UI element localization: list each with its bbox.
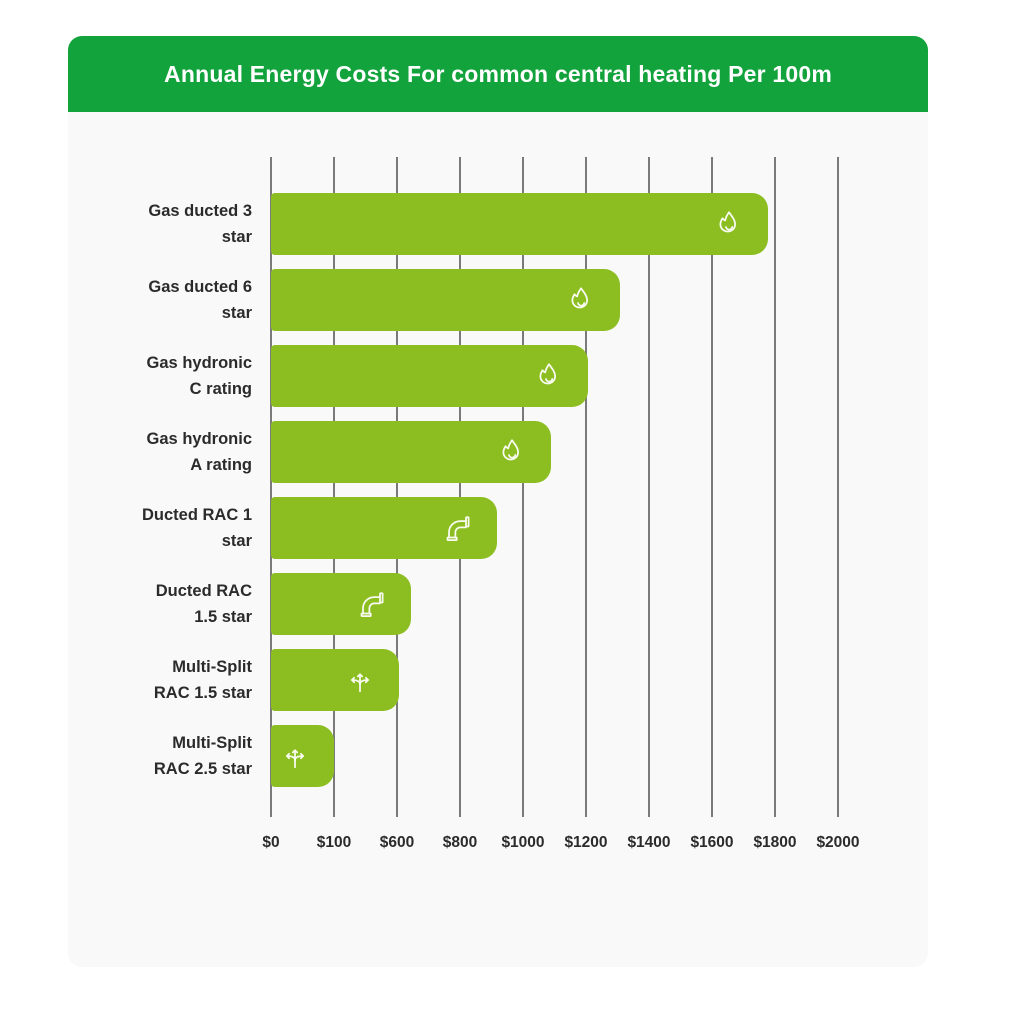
flame-icon (566, 285, 596, 315)
x-axis-tick-label: $1800 (753, 834, 797, 851)
chart-title: Annual Energy Costs For common central h… (164, 60, 832, 87)
bar (271, 269, 620, 331)
category-label: Multi-Split RAC 2.5 star (153, 734, 252, 778)
gridline (270, 157, 272, 817)
x-axis-tick-label: $0 (262, 834, 280, 851)
x-axis-tick-label: $100 (316, 834, 352, 851)
gridline (711, 157, 713, 817)
gridline (585, 157, 587, 817)
category-label: Gas ducted 3 star (148, 202, 252, 246)
bar (271, 193, 768, 255)
x-axis-tick-label: $1600 (690, 834, 734, 851)
pipe-elbow-icon (443, 513, 473, 543)
bar (271, 649, 399, 711)
gridline (396, 157, 398, 817)
category-label: Ducted RAC 1.5 star (155, 582, 252, 626)
bar (271, 725, 334, 787)
bar-chart: $0 $100 $600 $800 $1000 $1200 $1400 $1600 $1800 $… (68, 112, 928, 967)
x-axis-tick-label: $600 (379, 834, 415, 851)
gridline (648, 157, 650, 817)
multi-split-arrows-icon (280, 741, 310, 771)
category-label: Gas hydronic C rating (146, 354, 252, 398)
category-label: Multi-Split RAC 1.5 star (153, 658, 252, 702)
bar (271, 345, 588, 407)
x-axis-tick-label: $800 (442, 834, 478, 851)
flame-icon (714, 209, 744, 239)
x-axis-tick-label: $1400 (627, 834, 671, 851)
gridline (522, 157, 524, 817)
category-label: Gas hydronic A rating (146, 430, 252, 474)
flame-icon (497, 437, 527, 467)
x-axis-tick-label: $2000 (816, 834, 860, 851)
gridline (837, 157, 839, 817)
bar (271, 421, 551, 483)
flame-icon (534, 361, 564, 391)
bar (271, 497, 497, 559)
x-axis-tick-label: $1000 (501, 834, 545, 851)
category-label: Ducted RAC 1 star (141, 506, 252, 550)
chart-panel: $0 $100 $600 $800 $1000 $1200 $1400 $1600 $1800 $… (68, 112, 928, 967)
multi-split-arrows-icon (345, 665, 375, 695)
gridline (333, 157, 335, 817)
bar (271, 573, 411, 635)
category-label: Gas ducted 6 star (148, 278, 252, 322)
x-axis-tick-label: $1200 (564, 834, 608, 851)
gridline (774, 157, 776, 817)
pipe-elbow-icon (357, 589, 387, 619)
chart-title-banner: Annual Energy Costs For common central h… (68, 36, 928, 112)
gridline (459, 157, 461, 817)
